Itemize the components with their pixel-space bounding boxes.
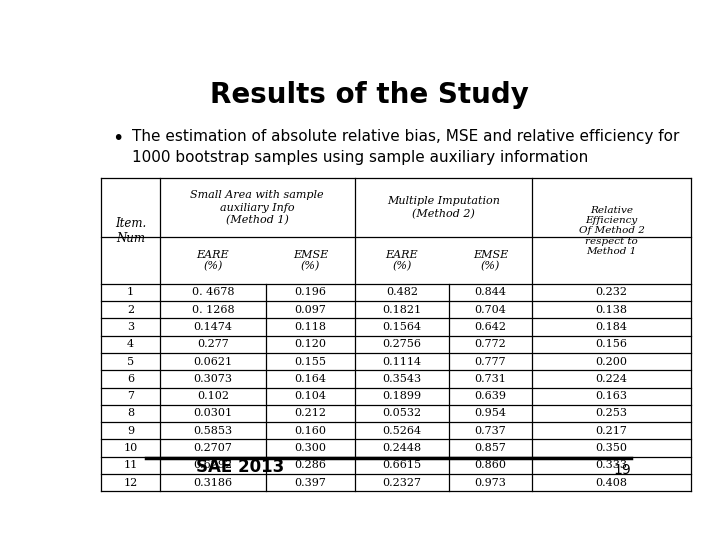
Text: 0.777: 0.777 bbox=[474, 356, 506, 367]
Text: 4: 4 bbox=[127, 339, 134, 349]
Text: 3: 3 bbox=[127, 322, 134, 332]
Text: 0.731: 0.731 bbox=[474, 374, 506, 384]
Text: 0.2327: 0.2327 bbox=[382, 478, 421, 488]
Text: 0.196: 0.196 bbox=[294, 287, 326, 298]
Text: 0.6615: 0.6615 bbox=[382, 461, 421, 470]
Text: 0.184: 0.184 bbox=[595, 322, 628, 332]
Text: 12: 12 bbox=[123, 478, 138, 488]
Text: 1: 1 bbox=[127, 287, 134, 298]
Text: 0. 1268: 0. 1268 bbox=[192, 305, 234, 315]
Text: 0.155: 0.155 bbox=[294, 356, 326, 367]
Text: 0. 4678: 0. 4678 bbox=[192, 287, 234, 298]
Text: 0.1474: 0.1474 bbox=[194, 322, 233, 332]
Text: EARE
(%): EARE (%) bbox=[197, 249, 229, 272]
Text: 0.3543: 0.3543 bbox=[382, 374, 421, 384]
Text: EMSE
(%): EMSE (%) bbox=[293, 249, 328, 272]
Text: 0.1821: 0.1821 bbox=[382, 305, 421, 315]
Text: 9: 9 bbox=[127, 426, 134, 436]
Text: EMSE
(%): EMSE (%) bbox=[473, 249, 508, 272]
Text: 0.397: 0.397 bbox=[294, 478, 326, 488]
Text: 0.212: 0.212 bbox=[294, 408, 326, 418]
Text: Item.
Num: Item. Num bbox=[114, 217, 146, 245]
Text: 0.5853: 0.5853 bbox=[194, 426, 233, 436]
Text: 0.5264: 0.5264 bbox=[382, 426, 421, 436]
Text: 10: 10 bbox=[123, 443, 138, 453]
Text: 0.163: 0.163 bbox=[595, 391, 628, 401]
Text: 0.350: 0.350 bbox=[595, 443, 628, 453]
Text: 0.954: 0.954 bbox=[474, 408, 506, 418]
Text: 0.277: 0.277 bbox=[197, 339, 229, 349]
Text: 0.0532: 0.0532 bbox=[382, 408, 421, 418]
Text: 0.138: 0.138 bbox=[595, 305, 628, 315]
Text: 0.0301: 0.0301 bbox=[194, 408, 233, 418]
Text: 0.2448: 0.2448 bbox=[382, 443, 421, 453]
Text: 0.639: 0.639 bbox=[474, 391, 506, 401]
Text: Relative
Efficiency
Of Method 2
respect to
Method 1: Relative Efficiency Of Method 2 respect … bbox=[579, 206, 644, 256]
Text: 0.156: 0.156 bbox=[595, 339, 628, 349]
Text: •: • bbox=[112, 129, 124, 149]
Text: 0.102: 0.102 bbox=[197, 391, 229, 401]
Text: 5: 5 bbox=[127, 356, 134, 367]
Text: 0.857: 0.857 bbox=[474, 443, 506, 453]
Text: Small Area with sample
auxiliary Info
(Method 1): Small Area with sample auxiliary Info (M… bbox=[191, 190, 324, 225]
Text: Multiple Imputation
(Method 2): Multiple Imputation (Method 2) bbox=[387, 197, 500, 219]
Text: 2: 2 bbox=[127, 305, 134, 315]
Text: 11: 11 bbox=[123, 461, 138, 470]
Text: 0.217: 0.217 bbox=[595, 426, 627, 436]
Text: 0.844: 0.844 bbox=[474, 287, 506, 298]
Text: 7: 7 bbox=[127, 391, 134, 401]
Text: 0.286: 0.286 bbox=[294, 461, 326, 470]
Text: EARE
(%): EARE (%) bbox=[386, 249, 418, 272]
Text: 0.164: 0.164 bbox=[294, 374, 326, 384]
Text: 0.232: 0.232 bbox=[595, 287, 628, 298]
Text: 0.1564: 0.1564 bbox=[382, 322, 421, 332]
Text: 0.1899: 0.1899 bbox=[382, 391, 421, 401]
Text: 0.160: 0.160 bbox=[294, 426, 326, 436]
Text: 0.0621: 0.0621 bbox=[194, 356, 233, 367]
Text: 0.642: 0.642 bbox=[474, 322, 506, 332]
Text: 8: 8 bbox=[127, 408, 134, 418]
Text: 0.860: 0.860 bbox=[474, 461, 506, 470]
Text: 0.3186: 0.3186 bbox=[194, 478, 233, 488]
Text: 0.224: 0.224 bbox=[595, 374, 628, 384]
Text: 0.973: 0.973 bbox=[474, 478, 506, 488]
Text: 0.097: 0.097 bbox=[294, 305, 326, 315]
Text: 0.772: 0.772 bbox=[474, 339, 506, 349]
Text: 6: 6 bbox=[127, 374, 134, 384]
Text: 0.408: 0.408 bbox=[595, 478, 628, 488]
Text: 0.300: 0.300 bbox=[294, 443, 326, 453]
Text: 0.120: 0.120 bbox=[294, 339, 326, 349]
Text: 0.704: 0.704 bbox=[474, 305, 506, 315]
Text: 0.104: 0.104 bbox=[294, 391, 326, 401]
Text: 0.2707: 0.2707 bbox=[194, 443, 233, 453]
Text: 0.6292: 0.6292 bbox=[194, 461, 233, 470]
Text: 0.200: 0.200 bbox=[595, 356, 628, 367]
Text: SAE 2013: SAE 2013 bbox=[196, 458, 284, 476]
Text: 0.3073: 0.3073 bbox=[194, 374, 233, 384]
Text: Results of the Study: Results of the Study bbox=[210, 82, 528, 110]
Text: 0.253: 0.253 bbox=[595, 408, 628, 418]
Text: 0.118: 0.118 bbox=[294, 322, 326, 332]
Text: 0.482: 0.482 bbox=[386, 287, 418, 298]
Text: 19: 19 bbox=[613, 463, 631, 477]
Text: The estimation of absolute relative bias, MSE and relative efficiency for
1000 b: The estimation of absolute relative bias… bbox=[132, 129, 679, 165]
Text: 0.333: 0.333 bbox=[595, 461, 628, 470]
Text: 0.2756: 0.2756 bbox=[382, 339, 421, 349]
Text: 0.737: 0.737 bbox=[474, 426, 506, 436]
Text: 0.1114: 0.1114 bbox=[382, 356, 421, 367]
